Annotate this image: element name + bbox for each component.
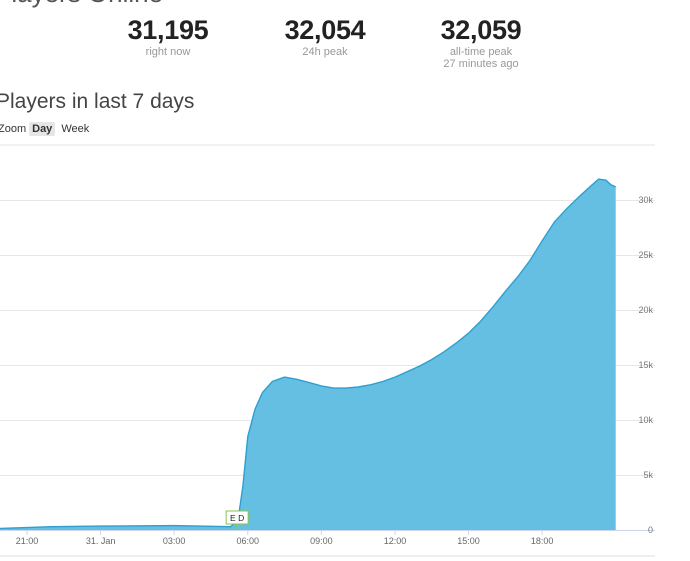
x-tick-label: 21:00 xyxy=(16,536,39,546)
y-tick-label: 30k xyxy=(638,195,653,205)
y-tick-label: 5k xyxy=(643,470,653,480)
x-tick-label: 15:00 xyxy=(457,536,480,546)
x-tick-label: 06:00 xyxy=(237,536,260,546)
stat-all-time-peak-label: all-time peak xyxy=(449,46,513,58)
flag-label: E D xyxy=(230,513,244,523)
x-tick-label: 09:00 xyxy=(310,536,333,546)
x-tick-label: 31. Jan xyxy=(86,536,116,546)
zoom-day-button[interactable]: Day xyxy=(29,122,56,136)
y-axis-tick-labels: 0 5k 10k 15k 20k 25k 30k xyxy=(638,195,653,535)
stat-current-label: right now xyxy=(145,46,191,58)
flag-box xyxy=(225,510,249,525)
stat-all-time-peak: 32,059 all-time peak 27 minutes ago xyxy=(416,14,546,70)
y-tick-label: 0 xyxy=(648,525,653,535)
stat-all-time-peak-time: 27 minutes ago xyxy=(443,58,519,70)
stat-24h-peak-value: 32,054 xyxy=(284,15,366,45)
page-title: Players Online xyxy=(0,0,163,9)
stat-24h-peak: 32,054 24h peak xyxy=(260,14,390,58)
stat-all-time-peak-value: 32,059 xyxy=(440,15,522,45)
x-tick-label: 12:00 xyxy=(384,536,407,546)
zoom-week-button[interactable]: Week xyxy=(61,123,90,135)
x-tick-label: 18:00 xyxy=(531,536,554,546)
axes xyxy=(0,530,655,557)
stat-current: 31,195 right now xyxy=(103,14,233,58)
stat-current-value: 31,195 xyxy=(127,15,209,45)
y-tick-label: 10k xyxy=(638,415,653,425)
y-tick-label: 20k xyxy=(638,305,653,315)
players-area-chart: 0 5k 10k 15k 20k 25k 30k 21:00 31. Jan 03:00 06:0… xyxy=(0,144,655,557)
y-tick-label: 25k xyxy=(638,250,653,260)
y-tick-label: 15k xyxy=(638,360,653,370)
x-tick-label: 03:00 xyxy=(163,536,186,546)
zoom-label: Zoom xyxy=(0,123,27,135)
section-title: Players in last 7 days xyxy=(0,90,195,113)
event-flag[interactable]: E D xyxy=(225,510,249,530)
series-area-fill xyxy=(0,179,616,530)
series-area xyxy=(0,178,616,530)
zoom-controls: Zoom Day Week xyxy=(0,122,92,136)
x-axis-tick-labels: 21:00 31. Jan 03:00 06:00 09:00 12:00 15:00 18:… xyxy=(16,536,554,546)
stat-24h-peak-label: 24h peak xyxy=(302,46,348,58)
